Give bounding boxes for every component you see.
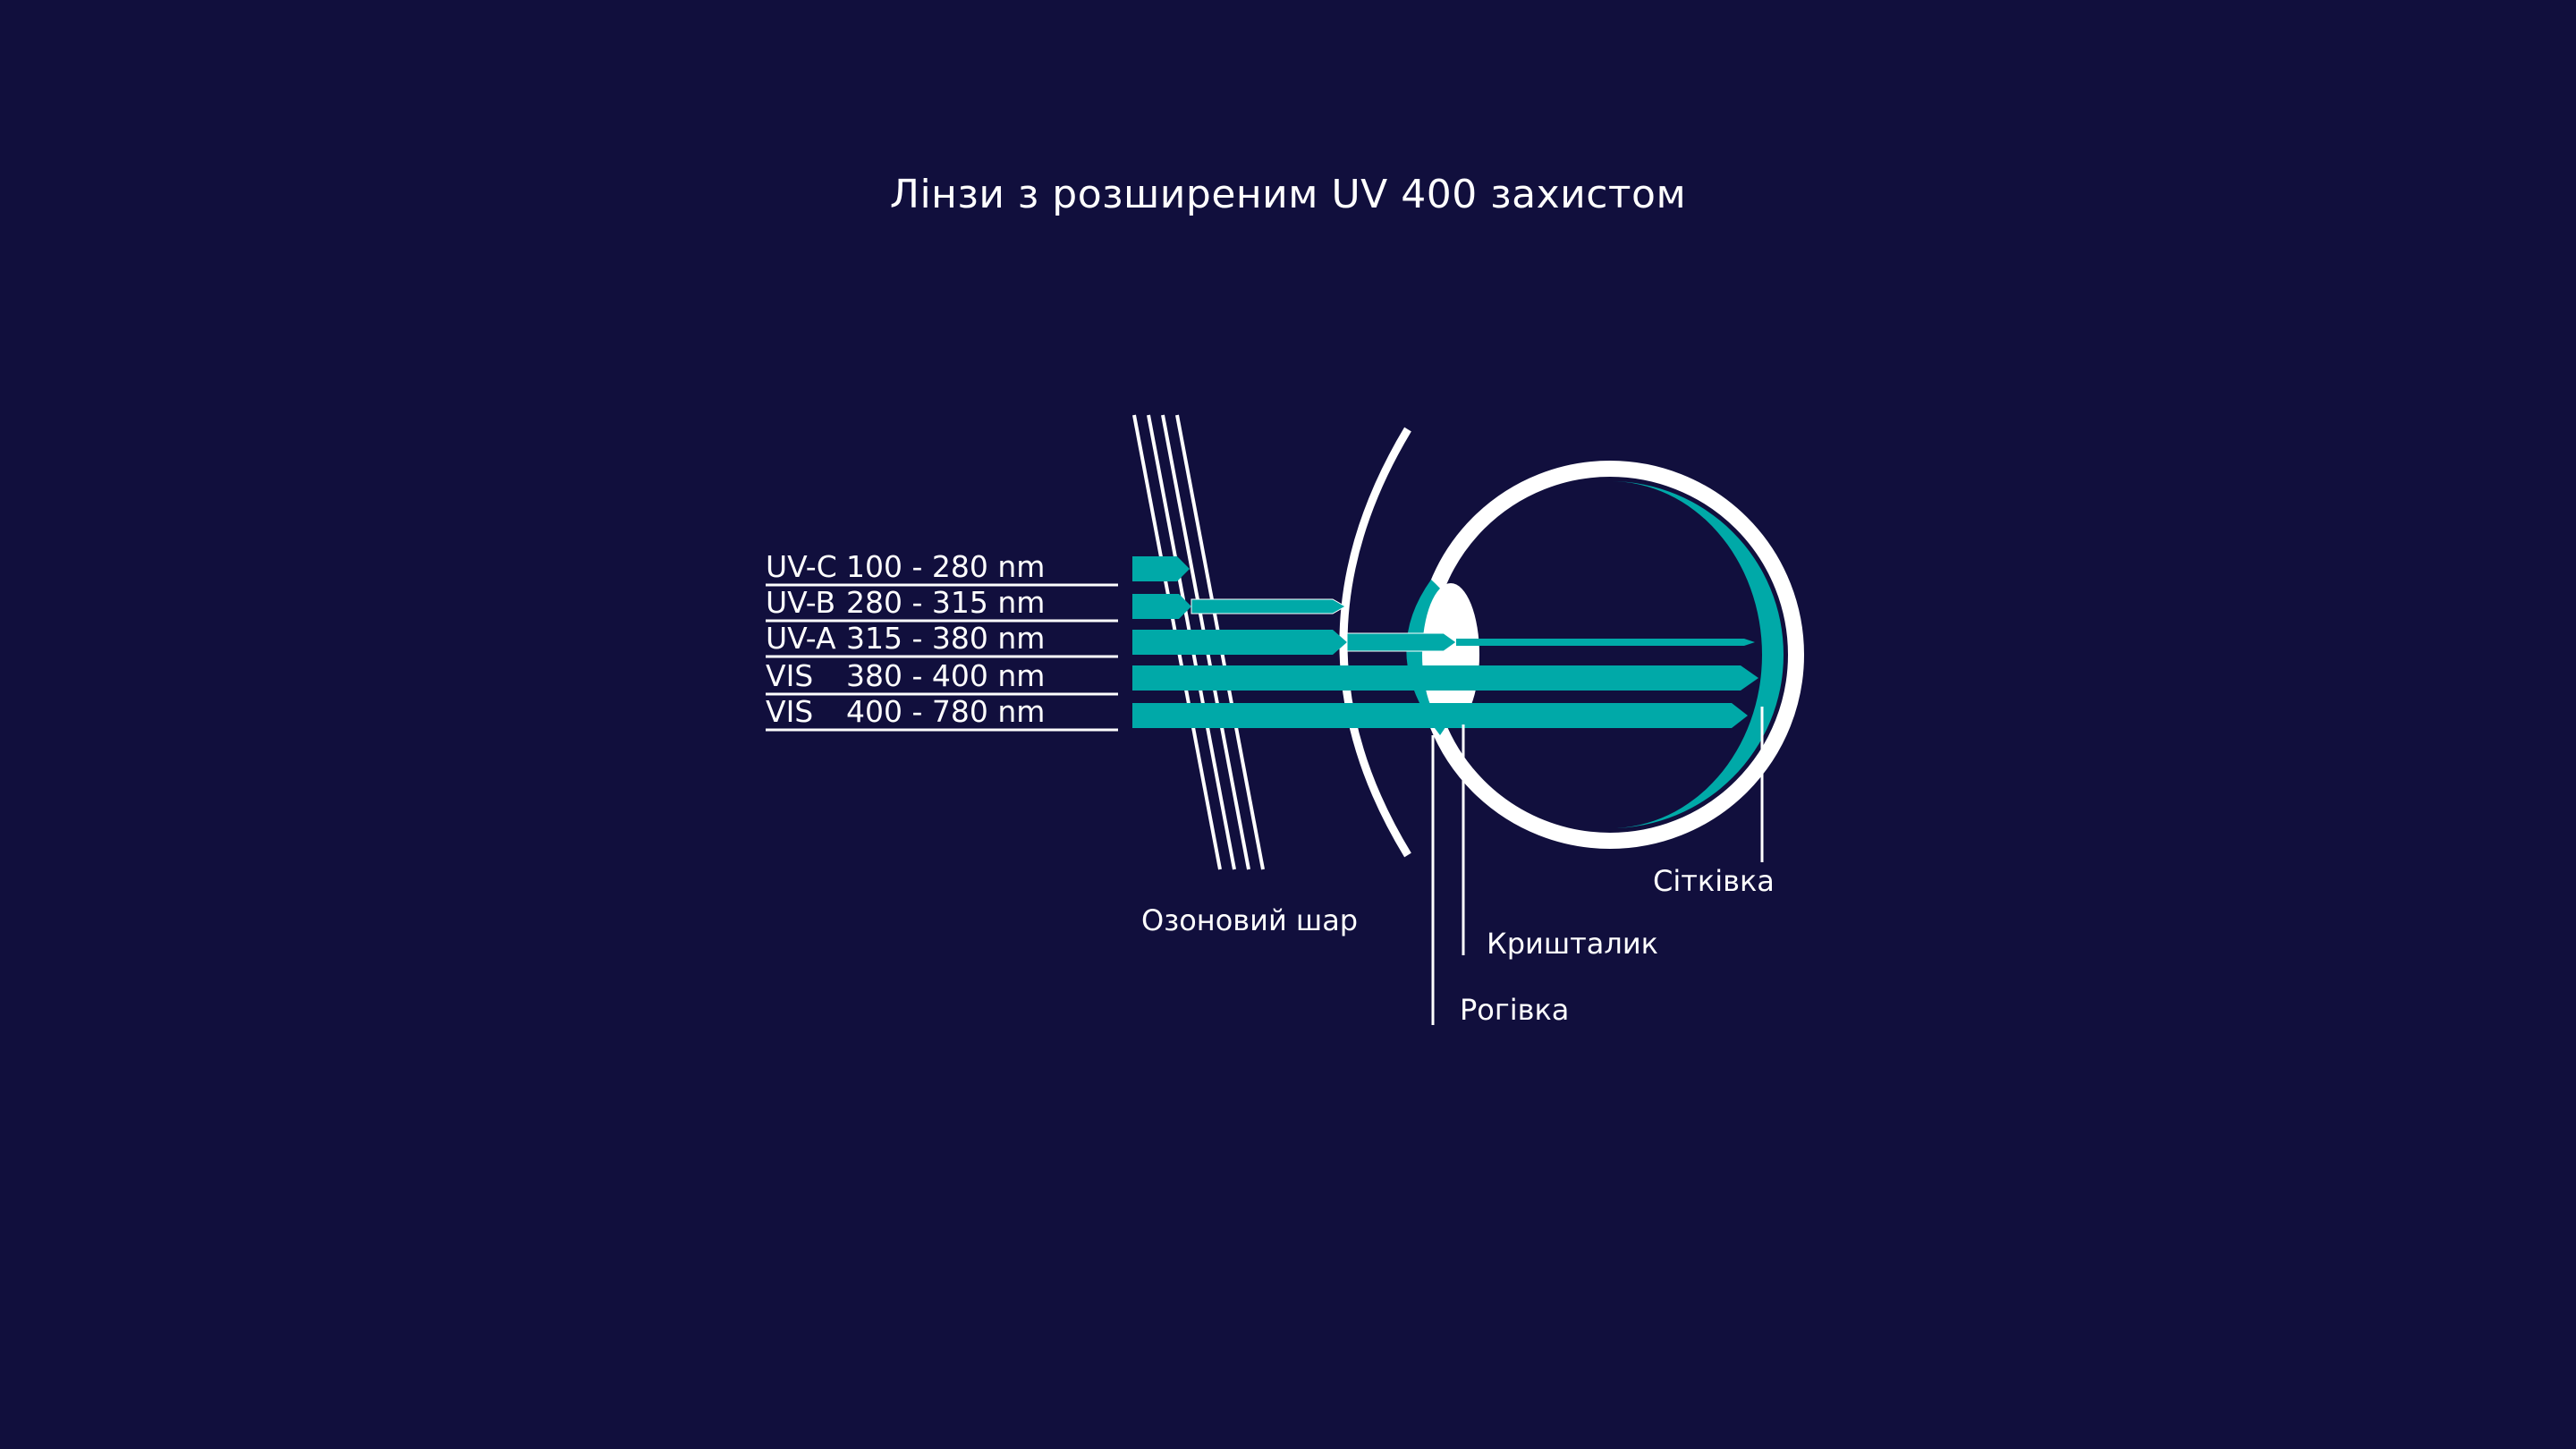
band-label-vis-400: VIS 400 - 780 nm bbox=[766, 694, 1045, 730]
band-name: VIS bbox=[766, 694, 814, 729]
band-label-vis-380: VIS 380 - 400 nm bbox=[766, 658, 1045, 694]
band-range: 280 - 315 nm bbox=[846, 585, 1046, 620]
band-name: UV-B bbox=[766, 585, 836, 620]
band-name: UV-A bbox=[766, 621, 836, 656]
lens-label: Кришталик bbox=[1487, 927, 1658, 961]
retina-label: Сітківка bbox=[1653, 864, 1775, 898]
part-pointer-lines bbox=[1431, 707, 1764, 1025]
band-range: 400 - 780 nm bbox=[846, 694, 1046, 729]
uva-arrow bbox=[1132, 630, 1755, 655]
band-underlines bbox=[766, 583, 1118, 732]
cornea-label: Рогівка bbox=[1460, 993, 1570, 1027]
band-name: VIS bbox=[766, 658, 814, 693]
ozone-layer-label: Озоновий шар bbox=[1141, 903, 1359, 937]
band-name: UV-C bbox=[766, 549, 837, 584]
band-label-uva: UV-A 315 - 380 nm bbox=[766, 621, 1045, 657]
band-label-uvb: UV-B 280 - 315 nm bbox=[766, 585, 1045, 621]
vis-380-400-arrow bbox=[1132, 665, 1758, 691]
band-range: 380 - 400 nm bbox=[846, 658, 1046, 693]
band-label-uvc: UV-C 100 - 280 nm bbox=[766, 549, 1045, 585]
band-range: 100 - 280 nm bbox=[846, 549, 1046, 584]
vis-400-780-arrow bbox=[1132, 703, 1748, 728]
band-range: 315 - 380 nm bbox=[846, 621, 1046, 656]
uvc-arrow bbox=[1132, 556, 1190, 581]
uvb-arrow bbox=[1132, 594, 1347, 619]
eye-sclera bbox=[1416, 461, 1804, 849]
page-title: Лінзи з розширеним UV 400 захистом bbox=[889, 172, 1687, 217]
